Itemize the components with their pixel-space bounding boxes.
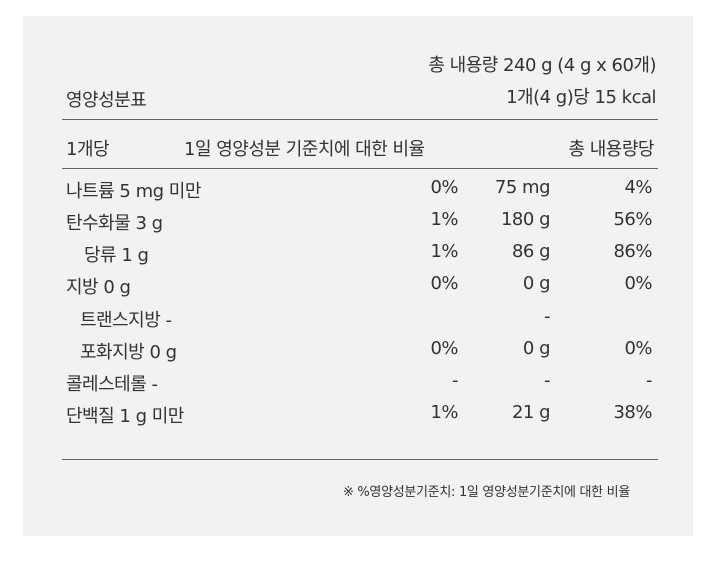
nutrient-row-cholesterol: 콜레스테롤 - - - - <box>62 370 658 400</box>
nutrient-total-percent: 0% <box>624 338 652 359</box>
nutrient-total-percent: 38% <box>613 402 652 423</box>
nutrient-total-amount: 0 g <box>522 338 551 359</box>
nutrient-name: 지방 0 g <box>66 277 131 298</box>
footnote: ※ %영양성분기준치: 1일 영양성분기준치에 대한 비율 <box>342 485 630 500</box>
nutrient-daily-value: 1% <box>430 209 458 230</box>
header-per-total: 총 내용량당 <box>568 139 654 160</box>
nutrient-name: 포화지방 0 g <box>80 342 177 363</box>
nutrient-total-percent: 56% <box>613 209 652 230</box>
total-content: 총 내용량 240 g (4 g x 60개) <box>428 55 656 76</box>
nutrient-total-percent: 86% <box>613 241 652 262</box>
nutrient-daily-value: 1% <box>430 241 458 262</box>
nutrient-name: 콜레스테롤 - <box>66 374 158 395</box>
nutrient-total-amount: 21 g <box>511 402 551 423</box>
bottom-divider <box>62 459 658 460</box>
header-per-unit: 1개당 <box>66 139 110 160</box>
nutrient-name: 나트륨 5 mg 미만 <box>66 181 201 202</box>
header-divider <box>62 168 658 169</box>
nutrient-daily-value: 0% <box>430 273 458 294</box>
nutrient-row-saturated-fat: 포화지방 0 g 0% 0 g 0% <box>62 338 658 368</box>
nutrient-name: 탄수화물 3 g <box>66 213 163 234</box>
nutrient-name: 단백질 1 g 미만 <box>66 406 184 427</box>
nutrient-row-protein: 단백질 1 g 미만 1% 21 g 38% <box>62 402 658 432</box>
per-unit-calories: 1개(4 g)당 15 kcal <box>506 87 656 108</box>
nutrient-name: 당류 1 g <box>84 245 149 266</box>
nutrient-total-percent: 4% <box>624 177 652 198</box>
nutrient-total-percent: 0% <box>624 273 652 294</box>
nutrient-total-amount: - <box>544 306 551 327</box>
nutrient-row-fat: 지방 0 g 0% 0 g 0% <box>62 273 658 303</box>
nutrient-name: 트랜스지방 - <box>80 310 172 331</box>
nutrient-total-amount: 0 g <box>522 273 551 294</box>
nutrient-daily-value: 1% <box>430 402 458 423</box>
nutrition-title: 영양성분표 <box>66 90 147 111</box>
nutrient-total-amount: 180 g <box>500 209 551 230</box>
nutrient-row-sodium: 나트륨 5 mg 미만 0% 75 mg 4% <box>62 177 658 207</box>
nutrition-facts-panel <box>23 16 693 536</box>
nutrient-row-trans-fat: 트랜스지방 - - <box>62 306 658 336</box>
header-daily-value: 1일 영양성분 기준치에 대한 비율 <box>184 139 425 160</box>
nutrient-daily-value: 0% <box>430 338 458 359</box>
top-divider <box>62 119 658 120</box>
nutrient-total-amount: - <box>544 370 551 391</box>
nutrient-total-percent: - <box>646 370 653 391</box>
nutrient-total-amount: 75 mg <box>494 177 551 198</box>
nutrient-total-amount: 86 g <box>511 241 551 262</box>
nutrient-daily-value: - <box>452 370 459 391</box>
nutrient-row-carbohydrate: 탄수화물 3 g 1% 180 g 56% <box>62 209 658 239</box>
nutrient-daily-value: 0% <box>430 177 458 198</box>
nutrient-row-sugars: 당류 1 g 1% 86 g 86% <box>62 241 658 271</box>
